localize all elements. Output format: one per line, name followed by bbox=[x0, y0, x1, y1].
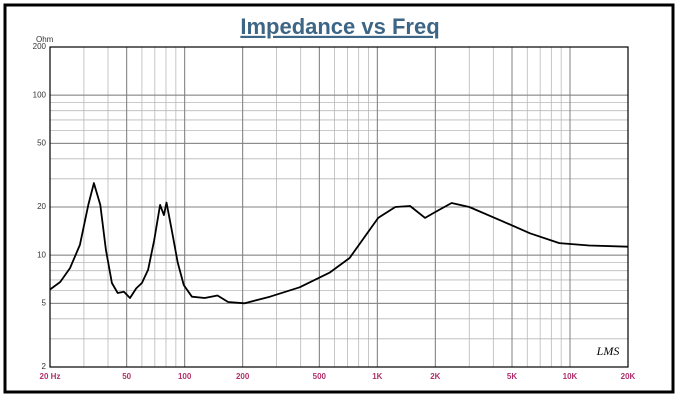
plot-border bbox=[49, 46, 629, 368]
y-tick-label: 20 bbox=[37, 202, 46, 211]
x-tick-label: 500 bbox=[313, 372, 327, 381]
x-tick-label: 1K bbox=[372, 372, 382, 381]
frame bbox=[3, 3, 675, 394]
y-tick-label: 50 bbox=[37, 138, 46, 147]
x-tick-label: 20 Hz bbox=[40, 372, 61, 381]
y-tick-label: 2 bbox=[42, 362, 47, 371]
x-tick-label: 5K bbox=[507, 372, 517, 381]
impedance-line bbox=[49, 182, 629, 305]
x-tick-label: 20K bbox=[621, 372, 636, 381]
chart-title: Impedance vs Freq bbox=[240, 14, 439, 39]
annotation: LMS bbox=[596, 344, 620, 358]
y-tick-label: 10 bbox=[37, 250, 46, 259]
x-tick-label: 10K bbox=[563, 372, 578, 381]
x-tick-label: 200 bbox=[236, 372, 250, 381]
x-tick-label: 100 bbox=[178, 372, 192, 381]
x-tick-label: 50 bbox=[122, 372, 131, 381]
y-tick-label: 5 bbox=[42, 298, 47, 307]
y-axis-label: Ohm bbox=[36, 35, 54, 44]
y-tick-label: 200 bbox=[33, 42, 47, 51]
x-tick-label: 2K bbox=[430, 372, 440, 381]
y-tick-label: 100 bbox=[33, 90, 47, 99]
